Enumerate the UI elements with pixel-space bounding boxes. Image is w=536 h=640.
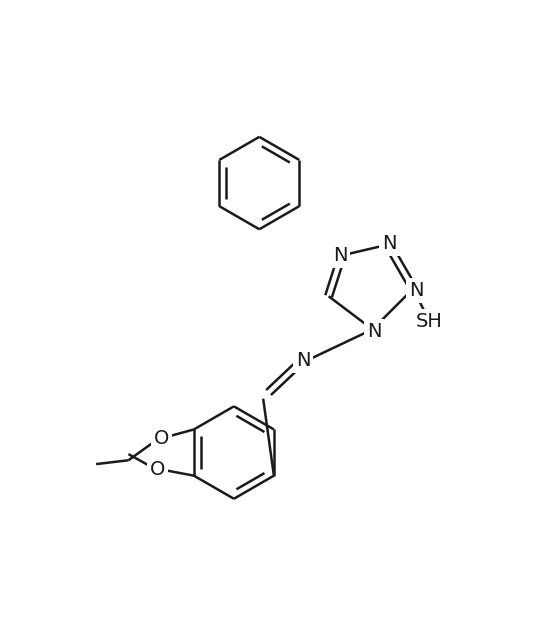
Text: N: N [296, 351, 310, 370]
Text: SH: SH [415, 312, 442, 331]
Text: O: O [150, 460, 166, 479]
Text: O: O [154, 429, 169, 448]
Text: N: N [409, 280, 423, 300]
Text: N: N [382, 234, 397, 253]
Text: N: N [333, 246, 347, 265]
Text: N: N [367, 322, 381, 341]
